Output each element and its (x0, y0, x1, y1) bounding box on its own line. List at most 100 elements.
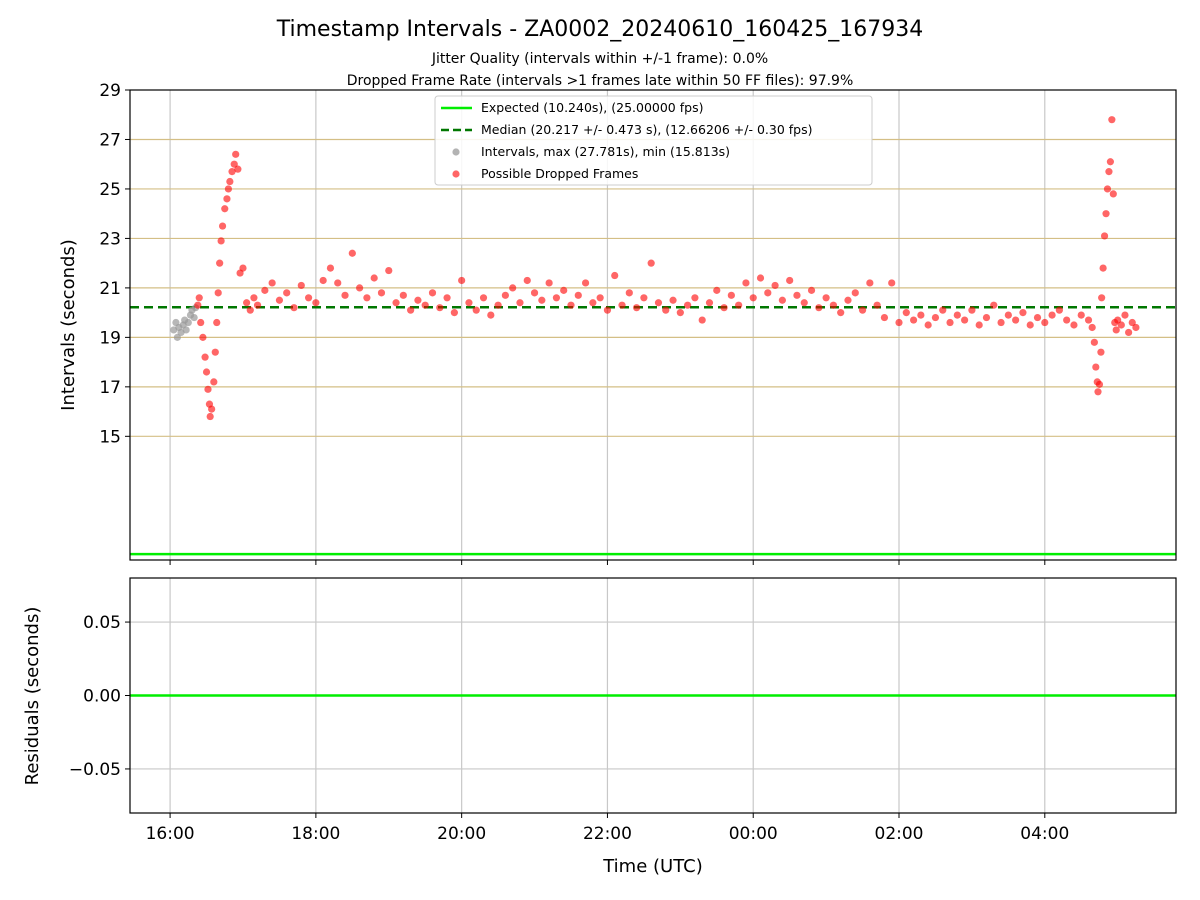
dropped-frame-point-28 (246, 306, 254, 314)
dropped-frame-point-55 (436, 304, 444, 312)
dropped-frame-point-2 (197, 318, 205, 327)
dropped-frame-point-34 (283, 289, 291, 297)
dropped-frame-point-31 (261, 286, 269, 294)
dropped-frame-point-143 (1077, 311, 1085, 319)
dropped-frame-point-83 (640, 294, 648, 302)
dropped-frame-point-62 (487, 311, 495, 319)
dropped-frame-point-157 (1105, 168, 1113, 176)
dropped-frame-point-85 (654, 299, 663, 307)
dropped-frame-point-51 (407, 306, 415, 314)
dropped-frame-point-105 (800, 299, 808, 307)
dropped-frame-point-147 (1092, 363, 1100, 371)
top-plot-frame (129, 89, 1177, 561)
dropped-frame-point-10 (210, 378, 218, 386)
dropped-frame-point-18 (223, 195, 231, 203)
top-y-tick-label-1: 17 (99, 378, 121, 398)
dropped-frame-point-116 (880, 313, 889, 322)
dropped-frame-point-73 (567, 301, 575, 309)
dropped-frame-point-30 (253, 301, 262, 309)
dropped-frame-point-23 (232, 150, 240, 158)
dropped-frame-point-136 (1026, 321, 1034, 329)
top-x-tick-marks (169, 560, 1046, 565)
dropped-frame-point-142 (1070, 321, 1078, 329)
dropped-frame-point-144 (1084, 316, 1093, 324)
dropped-frame-point-164 (1117, 321, 1125, 329)
dropped-frame-point-91 (698, 316, 706, 324)
dropped-frame-point-87 (669, 296, 677, 304)
top-data-points (170, 116, 1140, 421)
top-y-tick-label-3: 21 (99, 279, 121, 299)
dropped-frame-point-29 (250, 294, 258, 302)
dropped-frame-point-160 (1109, 190, 1117, 198)
dropped-frame-point-109 (829, 301, 838, 309)
dropped-frame-point-60 (472, 306, 480, 314)
dropped-frame-point-150 (1095, 380, 1104, 388)
bottom-y-tick-label-0: 0.05 (83, 613, 121, 633)
dropped-frame-point-101 (771, 281, 779, 290)
dropped-frame-point-41 (334, 279, 342, 287)
top-y-tick-label-4: 23 (99, 229, 121, 249)
dropped-frame-point-4 (201, 353, 209, 361)
dropped-frame-point-81 (625, 289, 633, 297)
dropped-frame-point-16 (218, 222, 227, 230)
dropped-frame-point-43 (348, 249, 356, 257)
legend-expected-label: Expected (10.240s), (25.00000 fps) (481, 100, 703, 115)
dropped-frame-point-138 (1041, 318, 1049, 327)
dropped-frame-point-59 (465, 299, 473, 307)
dropped-frame-point-155 (1102, 210, 1110, 218)
dropped-frame-point-104 (793, 291, 801, 299)
bottom-y-tick-label-1: 0.00 (83, 687, 121, 707)
dropped-frame-point-50 (399, 291, 407, 299)
dropped-frame-point-118 (895, 318, 903, 327)
legend: Expected (10.240s), (25.00000 fps) Media… (434, 95, 873, 186)
dropped-frame-point-48 (385, 266, 393, 275)
dropped-frame-point-129 (975, 321, 983, 329)
bottom-y-tick-label-2: −0.05 (69, 760, 121, 780)
dropped-frame-point-54 (428, 289, 437, 297)
x-tick-label-4: 00:00 (729, 824, 778, 844)
dropped-frame-point-154 (1100, 232, 1109, 240)
dropped-frame-point-153 (1099, 264, 1107, 272)
dropped-frame-point-127 (961, 316, 969, 324)
dropped-frame-point-12 (213, 318, 221, 327)
dropped-frame-point-131 (990, 301, 998, 309)
dropped-frame-point-115 (873, 301, 881, 309)
dropped-frame-point-86 (662, 306, 670, 314)
dropped-frame-point-47 (377, 289, 386, 297)
dropped-frame-point-117 (888, 279, 896, 287)
x-tick-label-1: 18:00 (291, 824, 340, 844)
dropped-frame-point-71 (552, 294, 561, 302)
dropped-frame-point-152 (1098, 294, 1106, 302)
dropped-frame-point-88 (676, 309, 684, 317)
dropped-frame-point-135 (1019, 309, 1027, 317)
x-tick-label-2: 20:00 (437, 824, 486, 844)
dropped-frame-point-132 (997, 318, 1005, 327)
top-reference-lines (130, 306, 1176, 556)
legend-dropped-marker (452, 170, 460, 178)
dropped-frame-point-37 (304, 294, 313, 302)
dropped-frame-point-158 (1106, 158, 1114, 166)
dropped-frame-point-163 (1114, 316, 1122, 324)
legend-box (434, 95, 873, 186)
dropped-frame-point-27 (243, 299, 251, 307)
dropped-frame-point-49 (392, 299, 400, 307)
dropped-frame-point-6 (204, 385, 212, 393)
dropped-frame-point-165 (1121, 311, 1129, 319)
dropped-frame-point-133 (1004, 311, 1012, 319)
dropped-frame-point-80 (618, 301, 626, 309)
dropped-frame-point-11 (211, 348, 219, 356)
dropped-frame-point-36 (297, 281, 305, 290)
dropped-frame-point-52 (414, 296, 422, 304)
top-y-ticks: 15 17 19 21 23 25 27 29 (99, 81, 130, 447)
legend-intervals-marker (452, 148, 460, 156)
dropped-frame-point-146 (1090, 338, 1098, 346)
dropped-frame-point-21 (228, 168, 236, 176)
dropped-frame-point-98 (749, 294, 757, 302)
dropped-frame-point-67 (523, 276, 531, 285)
dropped-frame-point-111 (844, 296, 852, 304)
dropped-frame-point-8 (206, 412, 214, 421)
dropped-frame-point-102 (778, 296, 786, 304)
dropped-frame-point-114 (866, 279, 874, 287)
x-tick-label-5: 02:00 (875, 824, 924, 844)
